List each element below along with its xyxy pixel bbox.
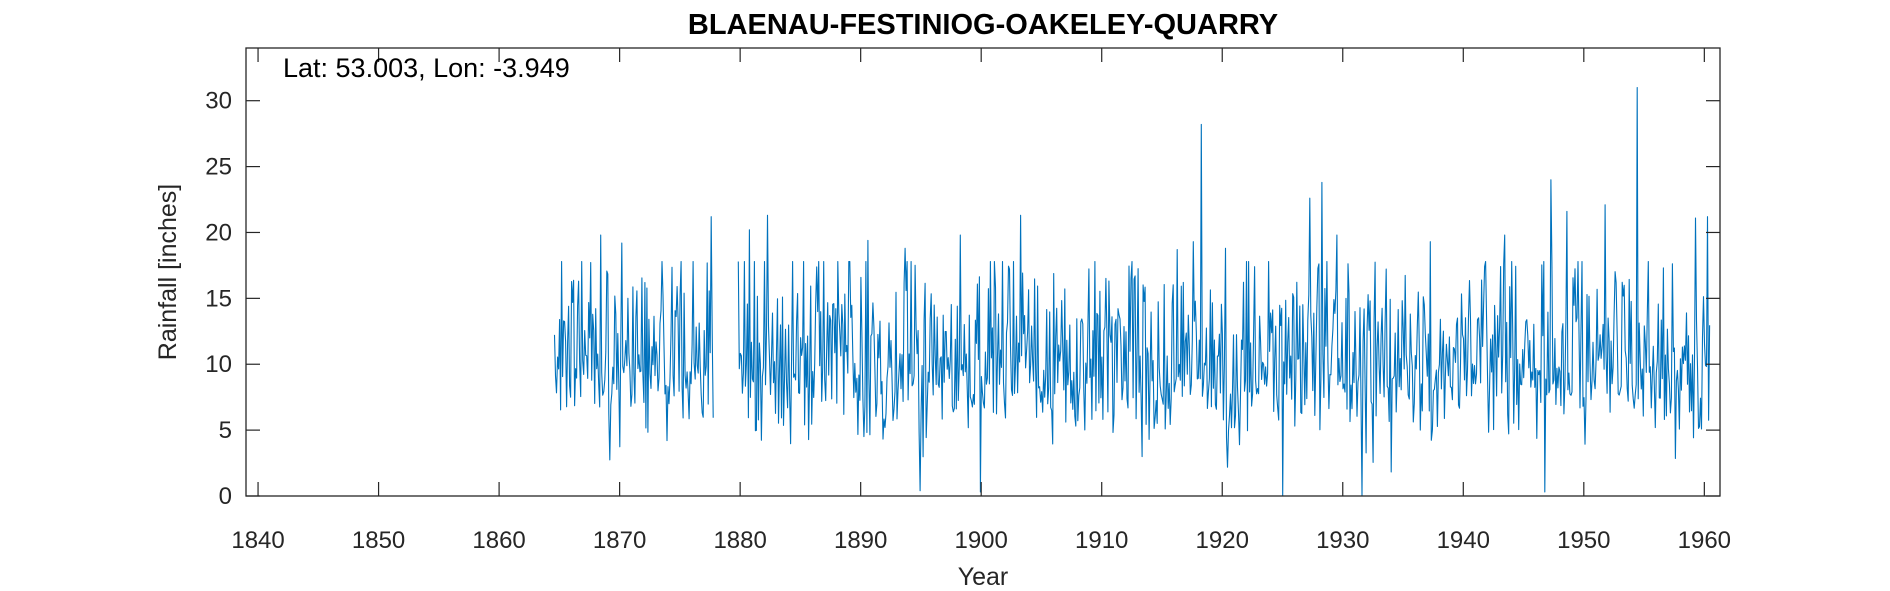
axes-box: [245, 47, 1721, 497]
y-tick-label: 15: [205, 285, 232, 312]
x-tick-label: 1850: [352, 527, 405, 554]
y-tick-label: 5: [219, 417, 232, 444]
y-axis-title: Rainfall [inches]: [154, 184, 182, 360]
location-annotation: Lat: 53.003, Lon: -3.949: [283, 53, 570, 83]
y-tick-label: 25: [205, 154, 232, 181]
plot-area: [246, 48, 1720, 496]
x-tick-label: 1960: [1678, 527, 1731, 554]
rainfall-series-line: [737, 86, 1711, 497]
x-axis-title: Year: [958, 563, 1009, 591]
x-tick-label: 1890: [834, 527, 887, 554]
y-tick-label: 0: [219, 483, 232, 510]
x-tick-label: 1870: [593, 527, 646, 554]
ticks-layer: 1840 1850 1860 1870 1880 1890 1900 1910 1920 1930…: [205, 48, 1731, 554]
x-tick-label: 1900: [954, 527, 1007, 554]
x-tick-label: 1840: [231, 527, 284, 554]
y-tick-label: 10: [205, 351, 232, 378]
x-tick-label: 1910: [1075, 527, 1128, 554]
y-tick-label: 20: [205, 219, 232, 246]
x-tick-label: 1940: [1437, 527, 1490, 554]
rainfall-series-line: [553, 216, 714, 461]
x-tick-label: 1880: [713, 527, 766, 554]
x-tick-label: 1920: [1196, 527, 1249, 554]
x-tick-label: 1950: [1557, 527, 1610, 554]
chart-title: BLAENAU-FESTINIOG-OAKELEY-QUARRY: [688, 9, 1278, 41]
y-tick-label: 30: [205, 88, 232, 115]
x-tick-label: 1930: [1316, 527, 1369, 554]
series-layer: [553, 86, 1711, 497]
x-tick-label: 1860: [472, 527, 525, 554]
